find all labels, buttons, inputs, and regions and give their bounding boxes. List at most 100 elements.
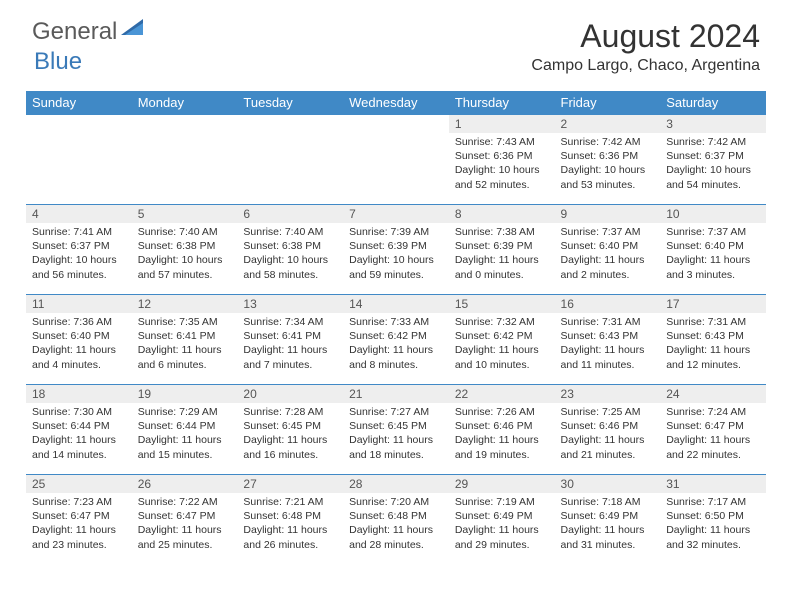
day-details: Sunrise: 7:40 AMSunset: 6:38 PMDaylight:… <box>237 223 343 288</box>
day-details: Sunrise: 7:26 AMSunset: 6:46 PMDaylight:… <box>449 403 555 468</box>
calendar-day-cell: 12Sunrise: 7:35 AMSunset: 6:41 PMDayligh… <box>132 295 238 385</box>
daylight-line: Daylight: 11 hours and 6 minutes. <box>138 343 232 371</box>
day-number: 28 <box>343 475 449 493</box>
sunset-line: Sunset: 6:43 PM <box>666 329 760 343</box>
day-number: 9 <box>555 205 661 223</box>
day-details: Sunrise: 7:35 AMSunset: 6:41 PMDaylight:… <box>132 313 238 378</box>
brand-logo: General <box>32 18 149 46</box>
day-number: 11 <box>26 295 132 313</box>
sunset-line: Sunset: 6:36 PM <box>561 149 655 163</box>
sunrise-line: Sunrise: 7:31 AM <box>561 315 655 329</box>
calendar-day-cell: 8Sunrise: 7:38 AMSunset: 6:39 PMDaylight… <box>449 205 555 295</box>
day-details: Sunrise: 7:19 AMSunset: 6:49 PMDaylight:… <box>449 493 555 558</box>
day-details: Sunrise: 7:37 AMSunset: 6:40 PMDaylight:… <box>555 223 661 288</box>
sunrise-line: Sunrise: 7:18 AM <box>561 495 655 509</box>
sunrise-line: Sunrise: 7:19 AM <box>455 495 549 509</box>
sunset-line: Sunset: 6:36 PM <box>455 149 549 163</box>
calendar-day-cell: 30Sunrise: 7:18 AMSunset: 6:49 PMDayligh… <box>555 475 661 565</box>
calendar-week-row: 4Sunrise: 7:41 AMSunset: 6:37 PMDaylight… <box>26 205 766 295</box>
sunset-line: Sunset: 6:44 PM <box>32 419 126 433</box>
calendar-day-cell <box>132 115 238 205</box>
daylight-line: Daylight: 11 hours and 7 minutes. <box>243 343 337 371</box>
daylight-line: Daylight: 11 hours and 19 minutes. <box>455 433 549 461</box>
day-details: Sunrise: 7:38 AMSunset: 6:39 PMDaylight:… <box>449 223 555 288</box>
sunset-line: Sunset: 6:48 PM <box>243 509 337 523</box>
day-number: 26 <box>132 475 238 493</box>
day-number: 8 <box>449 205 555 223</box>
calendar-day-cell: 25Sunrise: 7:23 AMSunset: 6:47 PMDayligh… <box>26 475 132 565</box>
sunset-line: Sunset: 6:47 PM <box>666 419 760 433</box>
sunset-line: Sunset: 6:46 PM <box>455 419 549 433</box>
day-details: Sunrise: 7:39 AMSunset: 6:39 PMDaylight:… <box>343 223 449 288</box>
sunrise-line: Sunrise: 7:41 AM <box>32 225 126 239</box>
day-details: Sunrise: 7:18 AMSunset: 6:49 PMDaylight:… <box>555 493 661 558</box>
day-number: 16 <box>555 295 661 313</box>
sunrise-line: Sunrise: 7:39 AM <box>349 225 443 239</box>
daylight-line: Daylight: 10 hours and 58 minutes. <box>243 253 337 281</box>
day-details: Sunrise: 7:27 AMSunset: 6:45 PMDaylight:… <box>343 403 449 468</box>
day-details: Sunrise: 7:42 AMSunset: 6:37 PMDaylight:… <box>660 133 766 198</box>
daylight-line: Daylight: 11 hours and 3 minutes. <box>666 253 760 281</box>
day-number: 3 <box>660 115 766 133</box>
day-details: Sunrise: 7:31 AMSunset: 6:43 PMDaylight:… <box>660 313 766 378</box>
sunrise-line: Sunrise: 7:42 AM <box>666 135 760 149</box>
day-details: Sunrise: 7:22 AMSunset: 6:47 PMDaylight:… <box>132 493 238 558</box>
day-number: 23 <box>555 385 661 403</box>
daylight-line: Daylight: 11 hours and 11 minutes. <box>561 343 655 371</box>
daylight-line: Daylight: 11 hours and 22 minutes. <box>666 433 760 461</box>
day-number: 18 <box>26 385 132 403</box>
daylight-line: Daylight: 11 hours and 25 minutes. <box>138 523 232 551</box>
calendar-day-cell: 7Sunrise: 7:39 AMSunset: 6:39 PMDaylight… <box>343 205 449 295</box>
sunset-line: Sunset: 6:45 PM <box>243 419 337 433</box>
day-number: 19 <box>132 385 238 403</box>
day-number: 22 <box>449 385 555 403</box>
calendar-day-cell: 3Sunrise: 7:42 AMSunset: 6:37 PMDaylight… <box>660 115 766 205</box>
day-details: Sunrise: 7:29 AMSunset: 6:44 PMDaylight:… <box>132 403 238 468</box>
sunset-line: Sunset: 6:42 PM <box>349 329 443 343</box>
daylight-line: Daylight: 10 hours and 56 minutes. <box>32 253 126 281</box>
calendar-week-row: 25Sunrise: 7:23 AMSunset: 6:47 PMDayligh… <box>26 475 766 565</box>
sunset-line: Sunset: 6:49 PM <box>455 509 549 523</box>
weekday-header: Wednesday <box>343 91 449 115</box>
daylight-line: Daylight: 11 hours and 31 minutes. <box>561 523 655 551</box>
day-details: Sunrise: 7:25 AMSunset: 6:46 PMDaylight:… <box>555 403 661 468</box>
sunrise-line: Sunrise: 7:33 AM <box>349 315 443 329</box>
daylight-line: Daylight: 11 hours and 32 minutes. <box>666 523 760 551</box>
sunset-line: Sunset: 6:37 PM <box>32 239 126 253</box>
daylight-line: Daylight: 11 hours and 10 minutes. <box>455 343 549 371</box>
day-details: Sunrise: 7:17 AMSunset: 6:50 PMDaylight:… <box>660 493 766 558</box>
sunrise-line: Sunrise: 7:30 AM <box>32 405 126 419</box>
sunset-line: Sunset: 6:41 PM <box>243 329 337 343</box>
day-details: Sunrise: 7:32 AMSunset: 6:42 PMDaylight:… <box>449 313 555 378</box>
calendar-day-cell: 9Sunrise: 7:37 AMSunset: 6:40 PMDaylight… <box>555 205 661 295</box>
calendar-day-cell: 28Sunrise: 7:20 AMSunset: 6:48 PMDayligh… <box>343 475 449 565</box>
calendar-day-cell: 24Sunrise: 7:24 AMSunset: 6:47 PMDayligh… <box>660 385 766 475</box>
sunset-line: Sunset: 6:40 PM <box>32 329 126 343</box>
sunrise-line: Sunrise: 7:43 AM <box>455 135 549 149</box>
daylight-line: Daylight: 11 hours and 4 minutes. <box>32 343 126 371</box>
sunrise-line: Sunrise: 7:22 AM <box>138 495 232 509</box>
sunrise-line: Sunrise: 7:40 AM <box>243 225 337 239</box>
day-number: 2 <box>555 115 661 133</box>
sunset-line: Sunset: 6:39 PM <box>349 239 443 253</box>
sunrise-line: Sunrise: 7:27 AM <box>349 405 443 419</box>
month-title: August 2024 <box>531 18 760 55</box>
sunrise-line: Sunrise: 7:36 AM <box>32 315 126 329</box>
sunset-line: Sunset: 6:37 PM <box>666 149 760 163</box>
calendar-day-cell: 11 Sunrise: 7:36 AMSunset: 6:40 PMDayligh… <box>26 295 132 385</box>
sunset-line: Sunset: 6:40 PM <box>666 239 760 253</box>
day-details: Sunrise: 7:33 AMSunset: 6:42 PMDaylight:… <box>343 313 449 378</box>
brand-part1: General <box>32 18 117 46</box>
day-number: 13 <box>237 295 343 313</box>
sunset-line: Sunset: 6:49 PM <box>561 509 655 523</box>
calendar-week-row: 11Sunrise: 7:36 AMSunset: 6:40 PMDayligh… <box>26 295 766 385</box>
weekday-header: Thursday <box>449 91 555 115</box>
day-number: 6 <box>237 205 343 223</box>
weekday-header: Monday <box>132 91 238 115</box>
daylight-line: Daylight: 10 hours and 52 minutes. <box>455 163 549 191</box>
daylight-line: Daylight: 11 hours and 0 minutes. <box>455 253 549 281</box>
calendar-day-cell: 22Sunrise: 7:26 AMSunset: 6:46 PMDayligh… <box>449 385 555 475</box>
brand-part2: Blue <box>34 48 82 75</box>
daylight-line: Daylight: 11 hours and 28 minutes. <box>349 523 443 551</box>
weekday-header: Tuesday <box>237 91 343 115</box>
